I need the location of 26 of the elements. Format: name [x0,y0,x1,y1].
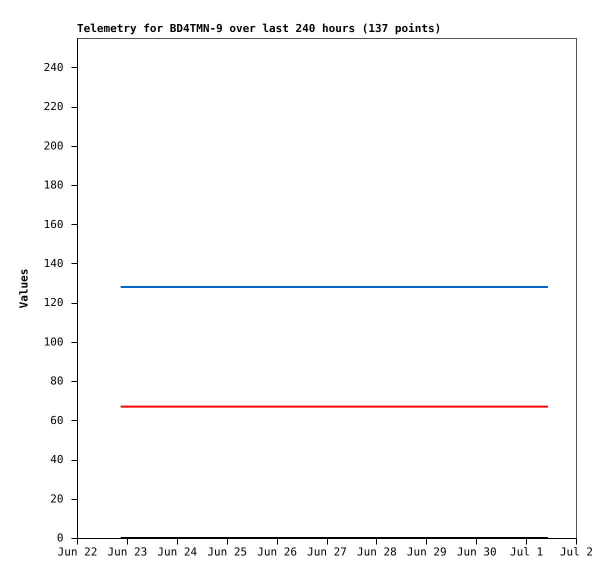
y-tick-label: 220 [44,100,64,114]
y-tick-label: 80 [50,374,64,388]
x-tick-label: Jun 28 [357,546,397,558]
x-tick-label: Jun 23 [108,546,148,558]
x-tick-label: Jun 25 [207,546,248,558]
x-tick-label: Jun 22 [58,546,98,558]
x-tick-label: Jul 2 [560,546,594,558]
y-tick-label: 0 [56,532,64,544]
x-tick-label: Jun 29 [406,546,447,558]
y-tick-label: 200 [44,139,64,152]
y-tick-label: 180 [44,178,64,192]
chart-title: Telemetry for BD4TMN-9 over last 240 hours (137 points) [77,22,442,35]
x-tick-label: Jun 26 [257,546,297,558]
y-tick-label: 40 [50,453,64,466]
x-tick-label: Jul 1 [510,546,544,558]
y-tick-label: 120 [44,296,64,310]
x-tick-label: Jun 24 [157,546,198,558]
y-tick-label: 100 [44,335,64,348]
y-axis-title: Values [18,268,31,308]
y-tick-label: 20 [50,492,64,506]
y-tick-label: 140 [44,256,64,270]
y-tick-label: 60 [50,414,64,427]
y-tick-label: 160 [44,218,64,231]
y-tick-label: 240 [44,60,64,74]
x-tick-label: Jun 30 [456,546,497,558]
x-tick-label: Jun 27 [307,546,347,558]
